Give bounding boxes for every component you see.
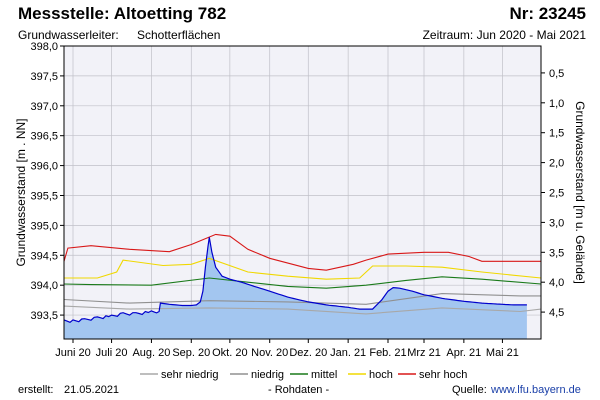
y2-tick-label-2: 1,0 — [549, 98, 564, 110]
legend-label-mittel: mittel — [311, 369, 337, 381]
created-label: erstellt: — [18, 384, 54, 396]
source-link[interactable]: www.lfu.bayern.de — [491, 384, 581, 396]
x-tick-label-1: Juli 20 — [96, 347, 128, 359]
y-tick-label-4: 395,5 — [30, 190, 58, 202]
series-sehr-hoch-line — [63, 233, 541, 271]
station-number: Nr: 23245 — [509, 4, 586, 23]
period-label: Zeitraum: Jun 2020 - Mai 2021 — [422, 28, 586, 42]
plot-background — [64, 46, 541, 339]
y-tick-label-8: 397,5 — [30, 71, 58, 83]
aquifer-label: Grundwasserleiter: — [18, 28, 119, 42]
x-tick-label-9: Mrz 21 — [407, 347, 441, 359]
y2-tick-label-5: 2,5 — [549, 188, 564, 200]
x-tick-label-3: Sep. 20 — [172, 347, 210, 359]
y-tick-label-2: 394,5 — [30, 250, 58, 262]
y-axis-label: Grundwasserstand [m . NN] — [14, 118, 28, 266]
y-tick-label-6: 396,5 — [30, 131, 58, 143]
x-tick-label-10: Apr. 21 — [446, 347, 481, 359]
y2-axis-ticks: 0,5 1,0 1,5 2,0 2,5 3,0 3,5 4,0 4,5 — [541, 68, 564, 319]
y2-tick-label-4: 2,0 — [549, 158, 564, 170]
y2-tick-label-8: 4,0 — [549, 277, 564, 289]
x-tick-label-8: Feb. 21 — [369, 347, 406, 359]
groundwater-line — [63, 237, 527, 323]
y2-tick-label-3: 1,5 — [549, 128, 564, 140]
x-tick-label-5: Nov. 20 — [251, 347, 288, 359]
y2-tick-label-9: 4,5 — [549, 307, 564, 319]
series-hoch-line — [64, 257, 542, 280]
y-tick-label-3: 395,0 — [30, 220, 58, 232]
legend-label-hoch: hoch — [369, 369, 393, 381]
series-niedrig-line — [63, 293, 541, 305]
raw-data-label: - Rohdaten - — [268, 384, 330, 396]
series-sehr-niedrig-line — [63, 305, 542, 315]
legend-label-sehr-hoch: sehr hoch — [419, 369, 467, 381]
legend-label-sehr-niedrig: sehr niedrig — [161, 369, 218, 381]
x-axis-ticks: Juni 20 Juli 20 Aug. 20 Sep. 20 Okt. 20 Nov. … — [55, 339, 519, 359]
x-tick-label-11: Mai 21 — [486, 347, 519, 359]
series-mittel-line — [63, 276, 542, 289]
y-tick-label-5: 396,0 — [30, 161, 58, 173]
y-tick-label-9: 398,0 — [30, 41, 58, 53]
legend-label-niedrig: niedrig — [251, 369, 284, 381]
y2-tick-label-6: 3,0 — [549, 217, 564, 229]
y-tick-label-0: 393,5 — [30, 310, 58, 322]
x-tick-label-4: Okt. 20 — [212, 347, 247, 359]
y2-axis-label: Grundwasserstand [m u. Gelände] — [573, 101, 587, 284]
y2-tick-label-1: 0,5 — [549, 68, 564, 80]
y-tick-label-7: 397,0 — [30, 101, 58, 113]
y-axis-ticks: 393,5 394,0 394,5 395,0 395,5 396,0 396,5 397,0… — [30, 41, 64, 322]
y-tick-label-1: 394,0 — [30, 280, 58, 292]
x-tick-label-0: Juni 20 — [55, 347, 90, 359]
station-title: Messstelle: Altoetting 782 — [18, 4, 227, 23]
threshold-lines — [63, 233, 542, 315]
y2-tick-label-7: 3,5 — [549, 247, 564, 259]
x-tick-label-2: Aug. 20 — [132, 347, 170, 359]
groundwater-area — [64, 237, 527, 339]
created-date: 21.05.2021 — [64, 384, 120, 396]
legend: sehr niedrig niedrig mittel hoch sehr hoch — [140, 369, 467, 381]
aquifer-value: Schotterflächen — [137, 28, 221, 42]
x-tick-label-6: Dez. 20 — [289, 347, 327, 359]
source-label: Quelle: — [452, 384, 487, 396]
x-tick-label-7: Jan. 21 — [330, 347, 366, 359]
